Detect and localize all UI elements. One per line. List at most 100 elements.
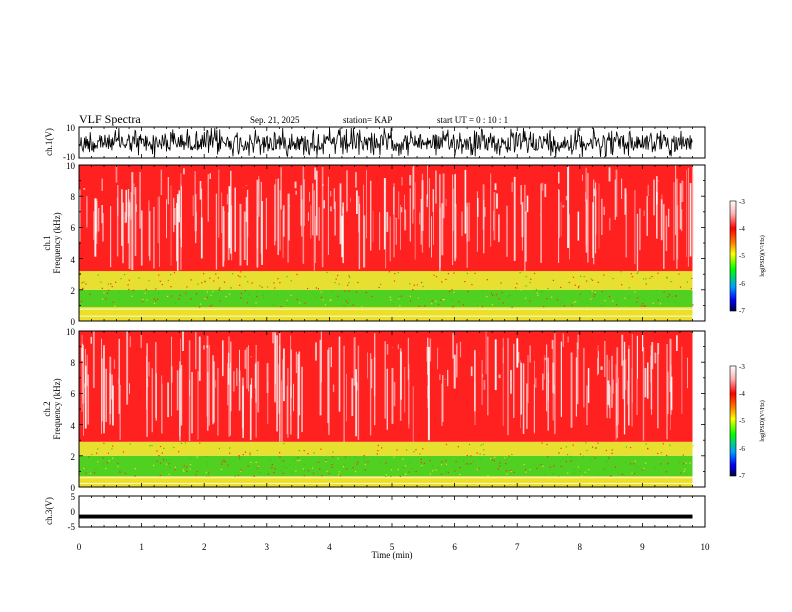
spectrogram-speckle <box>324 304 326 306</box>
spectrogram-speckle <box>161 452 163 454</box>
spectrogram-speckle <box>605 449 607 452</box>
x-tick-label: 0 <box>77 542 82 552</box>
spectrogram-speckle <box>160 462 162 464</box>
spectrogram-speckle <box>280 460 283 463</box>
spectrogram-streak <box>427 337 429 375</box>
spectrogram-speckle <box>155 454 157 456</box>
spectrogram-speckle <box>161 284 163 286</box>
spectrogram-speckle <box>431 303 433 305</box>
spectrogram-speckle <box>575 286 577 288</box>
spectrogram-streak <box>656 191 658 205</box>
spectrogram-streak <box>623 341 626 435</box>
spectrogram-speckle <box>150 453 152 455</box>
spectrogram-speckle <box>380 283 382 285</box>
spectrogram-speckle <box>206 461 208 463</box>
spectrogram-speckle <box>381 447 383 449</box>
spectrogram-speckle <box>313 293 315 296</box>
spectrogram-streak <box>577 211 580 241</box>
spectrogram-speckle <box>468 463 470 465</box>
spectrogram-speckle <box>179 446 181 449</box>
spectrogram-speckle <box>315 462 317 464</box>
spectrogram-speckle <box>596 453 598 455</box>
spectrogram-streak <box>687 357 688 389</box>
ch2-colorbar-label: log(PSD)(V²/Hz) <box>759 400 766 441</box>
spectrogram-speckle <box>111 279 113 281</box>
spectrogram-streak <box>238 370 241 411</box>
spectrogram-streak <box>666 344 668 440</box>
spectrogram-speckle <box>498 303 500 305</box>
spectrogram-streak <box>157 196 159 244</box>
spectrogram-speckle <box>675 448 677 450</box>
spectrogram-streak <box>439 207 441 268</box>
spectrogram-speckle <box>645 278 647 280</box>
spectrogram-speckle <box>384 282 386 284</box>
spectrogram-speckle <box>265 448 267 450</box>
spectrogram-speckle <box>471 284 473 286</box>
spectrogram-speckle <box>595 447 597 449</box>
spectrogram-speckle <box>296 273 298 276</box>
spectrogram-speckle <box>82 288 84 290</box>
ch2-frequency-axis-label: Frequency (kHz) <box>52 378 62 439</box>
spectrogram-speckle <box>591 459 593 461</box>
spectrogram-speckle <box>178 298 180 300</box>
spectrogram-speckle <box>612 300 614 302</box>
spectrogram-streak <box>670 380 671 430</box>
spectrogram-streak <box>112 385 114 426</box>
spectrogram-streak <box>215 380 217 388</box>
spectrogram-speckle <box>630 273 632 275</box>
spectrogram-speckle <box>621 284 623 286</box>
spectrogram-speckle <box>370 271 372 274</box>
spectrogram-streak <box>95 210 97 218</box>
spectrogram-streak <box>125 190 127 223</box>
spectrogram-streak <box>575 357 577 417</box>
spectrogram-streak <box>101 205 103 224</box>
spectrogram-streak <box>330 191 332 197</box>
spectrogram-streak <box>189 380 191 396</box>
spectrogram-speckle <box>437 467 439 469</box>
x-axis: 0 1 2 3 4 5 6 7 8 9 10 Time (min) <box>77 542 710 560</box>
spectrogram-speckle <box>307 287 309 290</box>
spectrogram-speckle <box>256 295 258 298</box>
spectrogram-speckle <box>200 278 202 280</box>
spectrogram-streak <box>409 188 411 242</box>
spectrogram-streak <box>673 182 675 261</box>
spectrogram-speckle <box>674 272 677 274</box>
spectrogram-speckle <box>663 291 665 293</box>
spectrogram-speckle <box>667 462 669 464</box>
spectrogram-streak <box>133 183 135 195</box>
spectrogram-streak <box>608 359 610 384</box>
spectrogram-streak <box>401 177 403 186</box>
spectrogram-speckle <box>128 279 130 281</box>
spectrogram-speckle <box>135 288 137 290</box>
spectrogram-speckle <box>692 445 694 447</box>
spectrogram-speckle <box>642 298 645 301</box>
spectrogram-line <box>79 477 693 479</box>
spectrogram-speckle <box>199 442 201 444</box>
spectrogram-streak <box>544 357 547 361</box>
spectrogram-streak <box>147 378 149 388</box>
spectrogram-speckle <box>350 454 352 456</box>
spectrogram-speckle <box>575 301 577 303</box>
spectrogram-speckle <box>142 298 144 301</box>
spectrogram-streak <box>116 197 119 257</box>
ch1-ytick-label: 10 <box>66 123 76 133</box>
spectrogram-streak <box>274 184 276 246</box>
spectrogram-speckle <box>533 463 536 465</box>
spectrogram-streak <box>183 168 185 175</box>
spectrogram-speckle <box>457 279 459 281</box>
spectrogram-speckle <box>246 302 248 304</box>
spectrogram-speckle <box>119 298 121 301</box>
spectrogram-speckle <box>634 460 636 462</box>
spectrogram-streak <box>657 180 660 182</box>
spectrogram-speckle <box>482 290 484 292</box>
spectrogram-speckle <box>523 463 525 466</box>
spectrogram-speckle <box>96 442 99 444</box>
spectrogram-speckle <box>348 282 350 284</box>
spectrogram-speckle <box>510 473 512 475</box>
spectrogram-speckle <box>347 302 349 304</box>
spectrogram-streak <box>647 362 649 399</box>
spectrogram-speckle <box>328 472 330 475</box>
spectrogram-speckle <box>335 278 337 280</box>
spectrogram-speckle <box>331 290 333 292</box>
spectrogram-streak <box>427 165 428 200</box>
